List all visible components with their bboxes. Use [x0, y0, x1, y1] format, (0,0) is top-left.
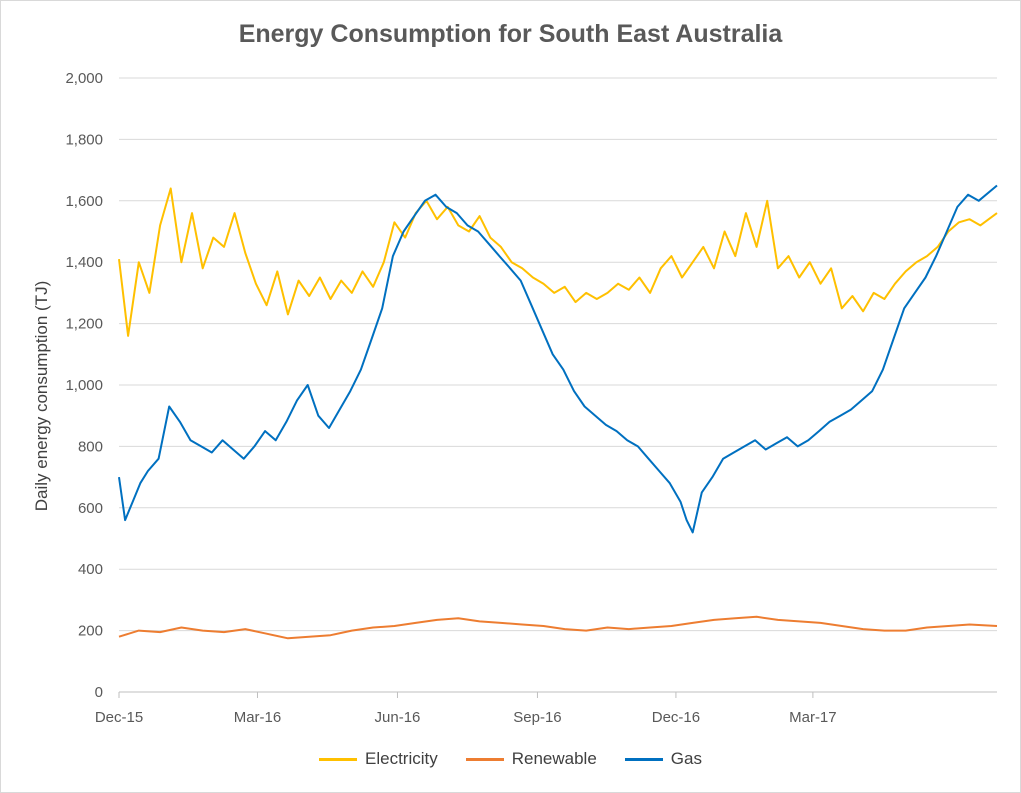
legend-swatch-renewable: [465, 757, 504, 761]
x-tick-label: Dec-16: [652, 709, 700, 726]
y-tick-label: 1,800: [65, 131, 103, 148]
y-tick-label: 1,600: [65, 193, 103, 210]
y-tick-label: 1,000: [65, 377, 103, 394]
x-tick-label: Mar-17: [789, 709, 837, 726]
legend-item-gas: Gas: [624, 749, 702, 769]
y-tick-label: 0: [95, 684, 103, 701]
y-tick-label: 800: [78, 438, 103, 455]
x-tick-label: Dec-15: [95, 709, 143, 726]
x-tick-label: Sep-16: [513, 709, 561, 726]
legend-label-renewable: Renewable: [511, 749, 597, 768]
series-line-renewable: [118, 615, 998, 640]
legend: Electricity Renewable Gas: [0, 749, 1021, 769]
y-tick-label: 1,200: [65, 316, 103, 333]
y-tick-label: 400: [78, 561, 103, 578]
y-tick-label: 2,000: [65, 70, 103, 87]
legend-swatch-electricity: [319, 757, 357, 761]
series-line-electricity: [118, 187, 998, 337]
y-tick-label: 200: [78, 623, 103, 640]
legend-item-renewable: Renewable: [465, 749, 597, 769]
legend-swatch-gas: [624, 757, 663, 761]
x-tick-label: Mar-16: [234, 709, 282, 726]
legend-item-electricity: Electricity: [319, 749, 438, 769]
series-line-gas: [118, 184, 998, 534]
legend-label-gas: Gas: [670, 749, 702, 768]
chart-title: Energy Consumption for South East Austra…: [238, 20, 783, 48]
y-tick-label: 1,400: [65, 254, 103, 271]
y-tick-label: 600: [78, 500, 103, 517]
x-tick-label: Jun-16: [375, 709, 421, 726]
legend-label-electricity: Electricity: [365, 749, 438, 768]
